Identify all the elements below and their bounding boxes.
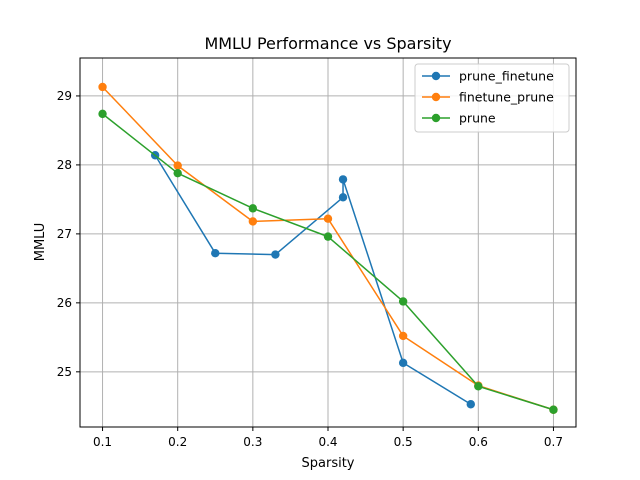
legend-label: prune_finetune xyxy=(459,69,554,84)
legend-marker xyxy=(431,92,441,102)
data-point xyxy=(173,161,182,170)
data-point xyxy=(211,248,220,258)
y-tick-label: 26 xyxy=(57,296,72,310)
data-point xyxy=(323,232,333,241)
y-tick-label: 28 xyxy=(57,158,72,172)
x-tick-label: 0.7 xyxy=(544,435,563,449)
legend-item-finetune_prune: finetune_prune xyxy=(422,90,554,105)
chart-title: MMLU Performance vs Sparsity xyxy=(204,34,451,53)
y-tick-label: 29 xyxy=(57,89,72,103)
data-point xyxy=(474,382,483,391)
x-tick-label: 0.6 xyxy=(469,435,488,449)
data-point xyxy=(398,331,408,341)
legend-marker xyxy=(431,113,441,123)
data-point xyxy=(338,175,348,184)
y-tick-label: 27 xyxy=(57,227,72,241)
data-point xyxy=(398,358,408,368)
data-point xyxy=(98,82,107,92)
series-prune xyxy=(98,109,558,414)
x-tick-label: 0.4 xyxy=(318,435,337,449)
x-tick-label: 0.3 xyxy=(243,435,262,449)
data-point xyxy=(248,204,258,213)
y-axis-label: MMLU xyxy=(33,223,48,262)
legend-marker xyxy=(431,71,441,81)
x-tick-label: 0.2 xyxy=(168,435,187,449)
y-tick-label: 25 xyxy=(57,365,72,379)
x-axis-label: Sparsity xyxy=(302,456,355,471)
data-point xyxy=(338,193,348,202)
axis-ticks: 0.1 0.2 0.3 0.4 0.5 0.6 0.7 25 26 27 28 29 xyxy=(57,89,563,449)
legend-item-prune_finetune: prune_finetune xyxy=(422,69,554,84)
legend-label: finetune_prune xyxy=(459,90,554,105)
legend-label: prune xyxy=(459,111,496,126)
data-point xyxy=(248,217,258,226)
legend-box xyxy=(414,63,570,133)
data-point xyxy=(271,250,280,259)
data-point xyxy=(173,168,182,178)
legend-item-prune: prune xyxy=(422,111,496,126)
x-tick-label: 0.1 xyxy=(93,435,112,449)
series-layer xyxy=(98,82,558,414)
data-point xyxy=(323,214,333,223)
data-point xyxy=(466,400,475,409)
data-point xyxy=(549,405,558,414)
data-point xyxy=(398,297,408,306)
x-tick-label: 0.5 xyxy=(394,435,413,449)
data-point xyxy=(98,109,107,119)
